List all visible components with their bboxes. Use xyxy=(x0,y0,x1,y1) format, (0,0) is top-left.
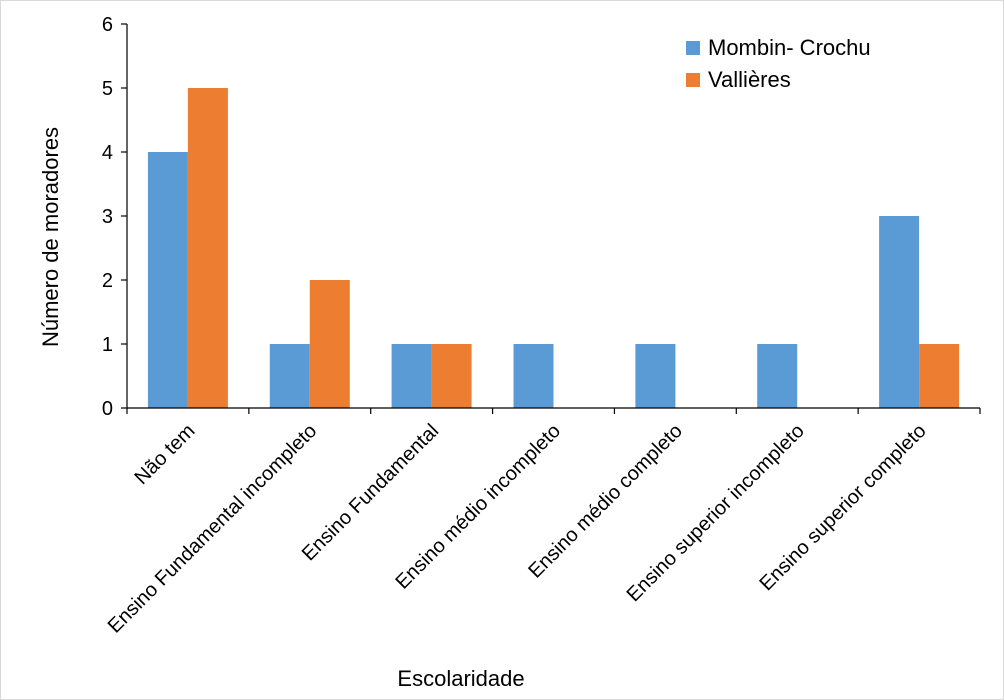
legend: Mombin- Crochu Vallières xyxy=(686,35,871,92)
bar-series2-cat7 xyxy=(919,344,960,408)
bar-series1-cat5 xyxy=(635,344,676,408)
bar-series1-cat4 xyxy=(513,344,554,408)
bar-series1-cat2 xyxy=(269,344,310,408)
y-tick-label: 2 xyxy=(102,270,113,292)
y-tick-label: 1 xyxy=(102,334,113,356)
bar-series2-cat2 xyxy=(309,280,350,408)
y-tick-label: 0 xyxy=(102,398,113,420)
legend-label-series1: Mombin- Crochu xyxy=(708,35,871,60)
bar-series1-cat7 xyxy=(879,216,920,408)
y-tick-label: 6 xyxy=(102,14,113,36)
y-axis-title: Número de moradores xyxy=(38,127,63,347)
legend-swatch-series1 xyxy=(686,41,700,55)
y-tick-label: 3 xyxy=(102,206,113,228)
bars-layer xyxy=(147,88,960,408)
legend-swatch-series2 xyxy=(686,73,700,87)
y-tick-label: 4 xyxy=(102,142,113,164)
bar-series1-cat1 xyxy=(147,152,188,408)
bar-series2-cat1 xyxy=(187,88,228,408)
x-axis-title: Escolaridade xyxy=(397,666,524,691)
y-tick-label: 5 xyxy=(102,78,113,100)
axes-layer xyxy=(121,23,981,414)
legend-label-series2: Vallières xyxy=(708,67,791,92)
bar-series2-cat3 xyxy=(431,344,472,408)
bar-series1-cat3 xyxy=(391,344,432,408)
bar-series1-cat6 xyxy=(757,344,798,408)
